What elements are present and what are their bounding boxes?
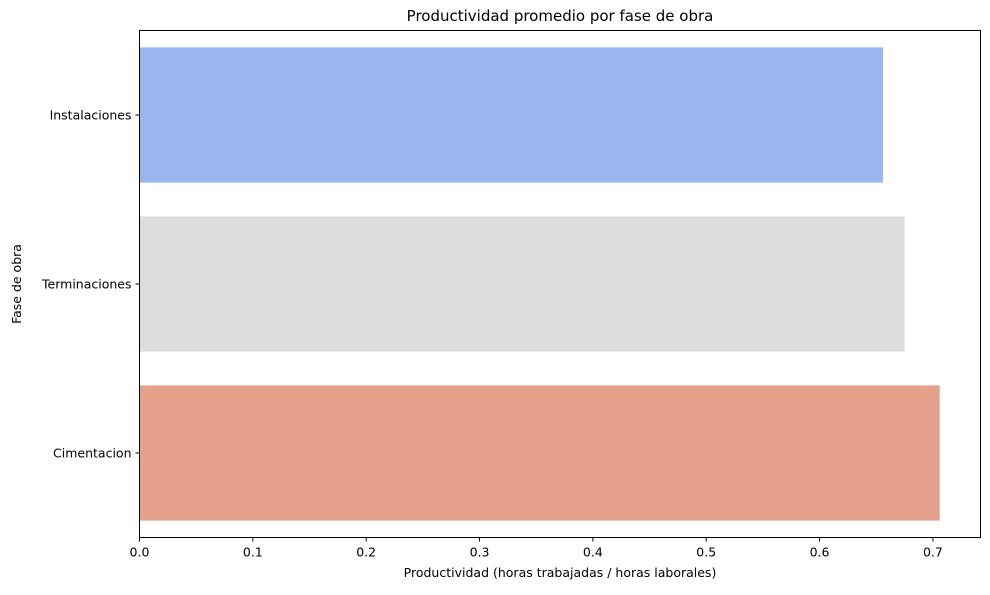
bars-layer — [139, 47, 940, 521]
bar-cimentacion — [139, 385, 940, 521]
x-axis: 0.0 0.1 0.2 0.3 0.4 0.5 0.6 0.7 — [130, 537, 943, 560]
x-tick-label: 0.2 — [356, 545, 376, 560]
x-tick-label: 0.3 — [470, 545, 490, 560]
y-tick-label: Instalaciones — [50, 108, 132, 123]
chart-title: Productividad promedio por fase de obra — [407, 7, 714, 25]
y-axis: Instalaciones Terminaciones Cimentacion — [41, 108, 140, 461]
x-tick-label: 0.1 — [243, 545, 263, 560]
x-tick-label: 0.6 — [810, 545, 830, 560]
x-tick-label: 0.7 — [923, 545, 943, 560]
y-tick-label: Terminaciones — [41, 277, 131, 292]
bar-terminaciones — [139, 216, 905, 352]
bar-instalaciones — [139, 47, 884, 183]
plot-frame — [139, 30, 981, 538]
x-tick-label: 0.0 — [130, 545, 150, 560]
x-axis-label: Productividad (horas trabajadas / horas … — [404, 565, 717, 580]
y-axis-label: Fase de obra — [9, 244, 24, 324]
x-tick-label: 0.4 — [583, 545, 603, 560]
x-tick-label: 0.5 — [696, 545, 716, 560]
y-tick-label: Cimentacion — [53, 446, 131, 461]
